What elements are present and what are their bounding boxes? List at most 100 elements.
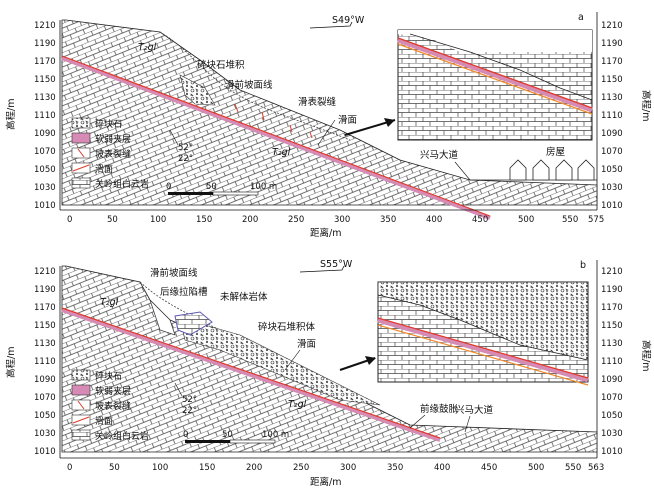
x-tick: 50 [107, 215, 118, 225]
x-tick: 575 [588, 215, 604, 225]
cracks-annotation: 滑表裂缝 [298, 96, 337, 108]
y-ticks-left-a: 1210 1190 1170 1150 1130 1110 1090 1070 … [34, 21, 56, 211]
scale-label: 100 m [250, 182, 277, 192]
angle-top: 52° [182, 395, 197, 405]
dolomite-icon [71, 429, 91, 441]
y-tick: 1150 [601, 321, 623, 331]
y-tick: 1210 [601, 21, 623, 31]
y-tick: 1070 [34, 393, 56, 403]
y-tick: 1170 [34, 303, 56, 313]
y-tick: 1150 [34, 321, 56, 331]
rubble-annotation: 碎块石堆积体 [258, 321, 316, 333]
legend-label: 滑面 [95, 416, 113, 427]
sliding-surface [61, 307, 441, 439]
pre-slope-annotation: 滑前坡面线 [225, 79, 273, 91]
scale-label: 0 [183, 430, 188, 440]
legend-label: 碎块石 [95, 370, 122, 382]
x-tick: 150 [196, 215, 212, 225]
inset-detail-a [397, 29, 593, 141]
x-tick: 300 [340, 463, 356, 473]
x-tick: 400 [434, 463, 450, 473]
y-axis-label-right: 高程/m [640, 340, 652, 371]
x-tick: 563 [588, 463, 604, 473]
panel-a: 1210 1190 1170 1150 1130 1110 1090 1070 … [5, 12, 652, 239]
x-tick: 350 [387, 463, 403, 473]
x-tick: 250 [293, 463, 309, 473]
y-tick: 1050 [34, 165, 56, 175]
y-tick: 1150 [601, 75, 623, 85]
y-tick: 1070 [601, 393, 623, 403]
scale-label: 0 [166, 182, 171, 192]
y-tick: 1050 [601, 165, 623, 175]
y-tick: 1170 [601, 303, 623, 313]
y-tick: 1050 [601, 411, 623, 421]
dolomite-icon [71, 177, 91, 189]
y-tick: 1090 [34, 375, 56, 385]
x-tick: 0 [67, 215, 72, 225]
x-tick: 400 [426, 215, 442, 225]
x-tick: 500 [518, 215, 534, 225]
y-tick: 1110 [601, 357, 623, 367]
x-tick: 100 [152, 463, 168, 473]
x-ticks-a: 0 50 100 150 200 250 300 350 400 450 500… [67, 215, 604, 225]
y-tick: 1130 [34, 339, 56, 349]
x-ticks-b: 0 50 100 150 200 250 300 350 400 450 500… [67, 463, 604, 473]
legend-b: 碎块石 软弱夹层 坡表裂缝 滑面 关岭组白云岩 [71, 369, 149, 442]
y-tick: 1070 [601, 147, 623, 157]
x-tick: 500 [528, 463, 544, 473]
y-tick: 1010 [601, 447, 623, 457]
rubble-deposit [179, 74, 216, 106]
y-tick: 1090 [601, 375, 623, 385]
x-tick: 100 [150, 215, 166, 225]
y-tick: 1190 [601, 285, 623, 295]
x-tick: 50 [109, 463, 120, 473]
x-tick: 200 [242, 215, 258, 225]
legend-label: 滑面 [95, 164, 113, 175]
y-axis-label-right: 高程/m [640, 90, 652, 121]
rubble-annotation: 碎块石堆积 [197, 59, 245, 71]
angle-top: 52° [178, 143, 193, 153]
rubble-icon [71, 369, 91, 381]
direction-arrow-a [309, 21, 353, 29]
y-axis-label: 高程/m [5, 99, 17, 130]
legend-label: 坡表裂缝 [95, 400, 131, 412]
panel-tag-b: b [580, 260, 586, 271]
x-tick: 350 [380, 215, 396, 225]
y-ticks-right-b: 1210 1190 1170 1150 1130 1110 1090 1070 … [601, 267, 623, 457]
house-annotation: 房屋 [546, 146, 565, 158]
y-tick: 1130 [601, 93, 623, 103]
formation-label-lower: T₂gl [272, 147, 291, 158]
legend-label: 坡表裂缝 [95, 148, 131, 160]
direction-label-b: S55°W [320, 259, 353, 270]
x-tick: 150 [199, 463, 215, 473]
angle-bottom: 22° [178, 154, 193, 164]
y-tick: 1090 [601, 129, 623, 139]
legend-label: 碎块石 [95, 118, 122, 130]
panel-b: 1210 1190 1170 1150 1130 1110 1090 1070 … [5, 259, 652, 488]
legend-label: 关岭组白云岩 [95, 178, 149, 190]
scale-label: 100 m [262, 430, 289, 440]
y-tick: 1110 [601, 111, 623, 121]
y-tick: 1030 [34, 183, 56, 193]
surface-cracks-a [234, 103, 313, 139]
bulge-annotation: 前缘鼓胀 [420, 403, 459, 415]
sliding-surface [61, 55, 491, 217]
formation-label-upper: T₂gl [100, 297, 119, 308]
trench-annotation: 后缘拉陷槽 [160, 286, 208, 298]
y-tick: 1130 [34, 93, 56, 103]
y-tick: 1190 [34, 39, 56, 49]
y-tick: 1170 [601, 57, 623, 67]
y-tick: 1190 [34, 285, 56, 295]
pre-slope-line [159, 31, 351, 141]
slide-annotation: 滑面 [338, 115, 357, 126]
road-label-b: 兴马大道 [455, 404, 494, 416]
legend-label: 关岭组白云岩 [95, 430, 149, 442]
scale-bar-a: 0 50 100 m [166, 182, 277, 196]
x-tick: 200 [246, 463, 262, 473]
x-axis-label-b: 距离/m [310, 476, 341, 488]
weak-interlayer [61, 308, 441, 442]
angle-bottom: 22° [182, 406, 197, 416]
y-axis-label: 高程/m [5, 347, 17, 378]
y-tick: 1030 [601, 429, 623, 439]
